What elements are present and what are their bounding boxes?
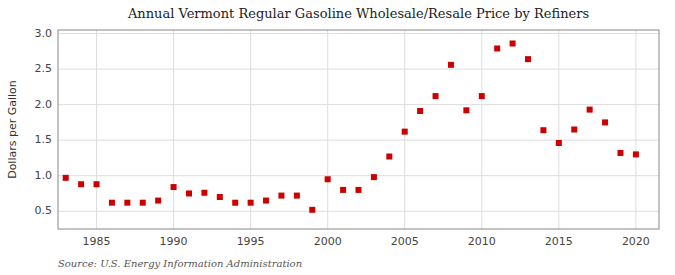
point bbox=[602, 119, 608, 125]
grid-line-x bbox=[558, 30, 559, 229]
points bbox=[63, 41, 639, 213]
point bbox=[325, 176, 331, 182]
point bbox=[232, 200, 238, 206]
point bbox=[63, 175, 69, 181]
source-annotation: Source: U.S. Energy Information Administ… bbox=[58, 258, 302, 269]
y-tick-label: 2.5 bbox=[35, 62, 53, 75]
grid-line-y bbox=[58, 104, 659, 105]
point bbox=[433, 93, 439, 99]
y-tick-label: 2.0 bbox=[35, 98, 53, 111]
grid-line-x bbox=[173, 30, 174, 229]
y-tick-label: 0.5 bbox=[35, 204, 53, 217]
point bbox=[510, 41, 516, 47]
point bbox=[94, 181, 100, 187]
point bbox=[417, 108, 423, 114]
y-tick-label: 3.0 bbox=[35, 27, 53, 40]
x-tick-label: 2020 bbox=[622, 235, 650, 248]
x-tick-label: 2005 bbox=[391, 235, 419, 248]
grid-line-x bbox=[250, 30, 251, 229]
point bbox=[124, 200, 130, 206]
point bbox=[340, 187, 346, 193]
x-tick-label: 1995 bbox=[237, 235, 265, 248]
point bbox=[402, 129, 408, 135]
point bbox=[278, 193, 284, 199]
grid-line-x bbox=[96, 30, 97, 229]
grid-line-y bbox=[58, 175, 659, 176]
grid-line-x bbox=[481, 30, 482, 229]
grid bbox=[58, 30, 659, 229]
point bbox=[525, 56, 531, 62]
point bbox=[540, 127, 546, 133]
point bbox=[294, 193, 300, 199]
point bbox=[140, 200, 146, 206]
point bbox=[617, 150, 623, 156]
point bbox=[371, 174, 377, 180]
point bbox=[109, 200, 115, 206]
point bbox=[356, 187, 362, 193]
point bbox=[217, 194, 223, 200]
grid-line-y bbox=[58, 69, 659, 70]
x-tick-label: 2000 bbox=[314, 235, 342, 248]
y-tick-label: 1.5 bbox=[35, 133, 53, 146]
point bbox=[633, 151, 639, 157]
plot-frame bbox=[58, 30, 659, 229]
point bbox=[448, 62, 454, 68]
chart-container: 0.5 1.0 1.5 2.0 2.5 3.0 1985 1990 1995 2000 2005 20… bbox=[0, 0, 675, 275]
point bbox=[479, 93, 485, 99]
grid-line-x bbox=[327, 30, 328, 229]
point bbox=[587, 107, 593, 113]
point bbox=[155, 198, 161, 204]
point bbox=[248, 200, 254, 206]
y-tick-label: 1.0 bbox=[35, 169, 53, 182]
grid-line-y bbox=[58, 140, 659, 141]
point bbox=[171, 184, 177, 190]
point bbox=[571, 127, 577, 133]
axes: 0.5 1.0 1.5 2.0 2.5 3.0 1985 1990 1995 2000 2005 20… bbox=[35, 27, 650, 248]
x-tick-label: 1985 bbox=[83, 235, 111, 248]
point bbox=[78, 181, 84, 187]
point bbox=[263, 198, 269, 204]
point bbox=[309, 207, 315, 213]
point bbox=[494, 45, 500, 51]
point bbox=[556, 140, 562, 146]
point bbox=[186, 190, 192, 196]
y-axis-label: Dollars per Gallon bbox=[6, 80, 19, 179]
grid-line-x bbox=[635, 30, 636, 229]
x-tick-label: 1990 bbox=[160, 235, 188, 248]
chart-svg: 0.5 1.0 1.5 2.0 2.5 3.0 1985 1990 1995 2000 2005 20… bbox=[0, 0, 675, 275]
point bbox=[463, 107, 469, 113]
grid-line-y bbox=[58, 33, 659, 34]
grid-line-y bbox=[58, 211, 659, 212]
chart-title: Annual Vermont Regular Gasoline Wholesal… bbox=[127, 6, 589, 21]
point bbox=[201, 190, 207, 196]
x-tick-label: 2015 bbox=[545, 235, 573, 248]
x-tick-label: 2010 bbox=[468, 235, 496, 248]
point bbox=[386, 154, 392, 160]
